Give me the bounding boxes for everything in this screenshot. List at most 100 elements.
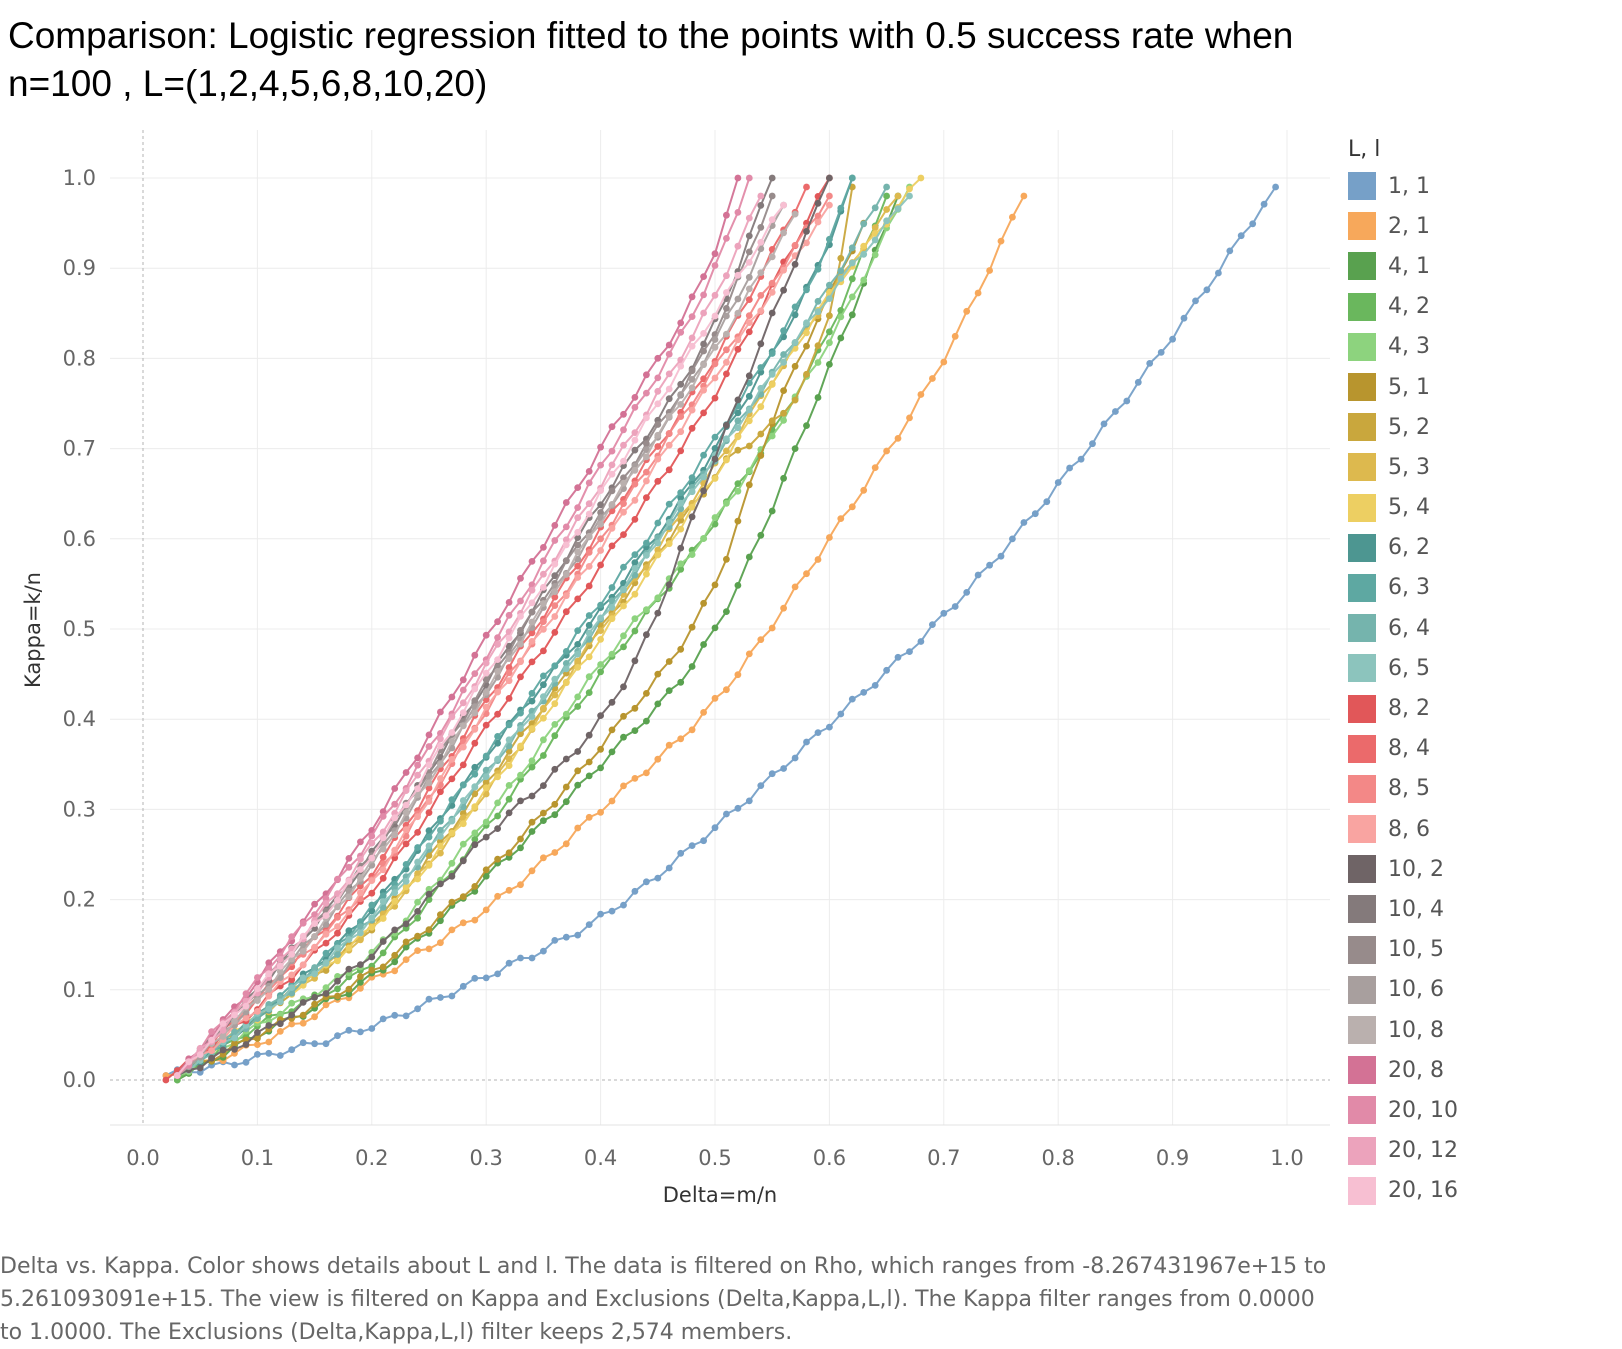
data-point bbox=[631, 559, 639, 566]
legend-item[interactable]: 2, 1 bbox=[1348, 206, 1618, 246]
data-point bbox=[574, 595, 582, 603]
data-point bbox=[677, 391, 685, 398]
legend-item[interactable]: 10, 5 bbox=[1348, 930, 1618, 970]
legend-item[interactable]: 8, 6 bbox=[1348, 809, 1618, 849]
data-point bbox=[734, 433, 742, 441]
data-point bbox=[265, 959, 273, 967]
data-point bbox=[494, 812, 501, 820]
data-point bbox=[494, 825, 501, 832]
data-point bbox=[768, 289, 776, 296]
data-point bbox=[505, 677, 513, 685]
data-point bbox=[334, 985, 341, 993]
data-point bbox=[631, 590, 639, 598]
legend-item[interactable]: 6, 5 bbox=[1348, 648, 1618, 688]
data-point bbox=[471, 841, 479, 849]
legend-item[interactable]: 5, 3 bbox=[1348, 447, 1618, 487]
data-point bbox=[459, 893, 467, 901]
data-point bbox=[814, 394, 822, 401]
data-point bbox=[665, 687, 673, 694]
data-point bbox=[780, 409, 787, 417]
data-point bbox=[414, 908, 421, 915]
data-point bbox=[402, 809, 410, 817]
data-point bbox=[608, 603, 616, 611]
data-point bbox=[585, 612, 593, 619]
data-point bbox=[780, 358, 787, 366]
legend-item[interactable]: 4, 2 bbox=[1348, 287, 1618, 327]
legend-item[interactable]: 10, 4 bbox=[1348, 889, 1618, 929]
legend-label: 6, 2 bbox=[1388, 535, 1430, 561]
data-point bbox=[608, 615, 616, 623]
data-point bbox=[665, 540, 673, 548]
legend-item[interactable]: 6, 4 bbox=[1348, 608, 1618, 648]
data-point bbox=[643, 717, 650, 725]
data-point bbox=[482, 779, 490, 786]
data-point bbox=[459, 820, 467, 828]
data-point bbox=[322, 912, 330, 919]
data-point bbox=[551, 572, 559, 580]
legend-item[interactable]: 6, 3 bbox=[1348, 568, 1618, 608]
data-point bbox=[654, 455, 662, 463]
data-point bbox=[391, 958, 399, 966]
legend-item[interactable]: 20, 8 bbox=[1348, 1050, 1618, 1090]
legend-item[interactable]: 10, 2 bbox=[1348, 849, 1618, 889]
legend-item[interactable]: 6, 2 bbox=[1348, 528, 1618, 568]
data-point bbox=[643, 494, 650, 501]
legend-item[interactable]: 8, 5 bbox=[1348, 769, 1618, 809]
data-point bbox=[471, 803, 479, 811]
data-point bbox=[1272, 183, 1279, 191]
legend-item[interactable]: 5, 2 bbox=[1348, 407, 1618, 447]
data-point bbox=[826, 361, 833, 368]
data-point bbox=[791, 445, 799, 452]
data-point bbox=[803, 183, 810, 191]
data-point bbox=[368, 839, 376, 847]
legend-item[interactable]: 10, 8 bbox=[1348, 1010, 1618, 1050]
data-point bbox=[654, 546, 662, 554]
data-point bbox=[368, 854, 376, 862]
data-point bbox=[654, 477, 662, 485]
data-point bbox=[620, 410, 627, 418]
data-point bbox=[711, 360, 719, 368]
data-point bbox=[871, 251, 879, 259]
legend-swatch bbox=[1348, 493, 1376, 522]
data-point bbox=[848, 174, 856, 182]
data-point bbox=[711, 336, 719, 343]
data-point bbox=[299, 961, 307, 969]
x-tick-label: 0.5 bbox=[698, 1146, 731, 1170]
data-point bbox=[574, 541, 582, 549]
data-point bbox=[414, 785, 421, 793]
data-point bbox=[437, 775, 444, 782]
legend-item[interactable]: 8, 4 bbox=[1348, 729, 1618, 769]
data-point bbox=[379, 949, 387, 957]
data-point bbox=[265, 1005, 273, 1013]
data-point bbox=[322, 1040, 330, 1048]
data-point bbox=[677, 849, 685, 857]
legend-item[interactable]: 20, 16 bbox=[1348, 1171, 1618, 1211]
data-point bbox=[963, 307, 971, 315]
legend-item[interactable]: 4, 1 bbox=[1348, 246, 1618, 286]
data-point bbox=[826, 534, 833, 541]
data-point bbox=[814, 729, 822, 736]
y-tick-label: 0.3 bbox=[63, 797, 96, 821]
y-tick-label: 0.1 bbox=[63, 978, 96, 1002]
data-point bbox=[803, 239, 810, 247]
legend-item[interactable]: 5, 4 bbox=[1348, 488, 1618, 528]
data-point bbox=[540, 681, 547, 689]
data-point bbox=[505, 809, 513, 817]
legend-item[interactable]: 8, 2 bbox=[1348, 688, 1618, 728]
data-point bbox=[631, 657, 639, 665]
legend-item[interactable]: 5, 1 bbox=[1348, 367, 1618, 407]
data-point bbox=[242, 1058, 250, 1066]
data-point bbox=[700, 309, 707, 317]
data-point bbox=[780, 351, 787, 358]
data-point bbox=[379, 853, 387, 861]
data-point bbox=[700, 837, 707, 845]
data-point bbox=[688, 313, 696, 320]
legend-item[interactable]: 10, 6 bbox=[1348, 970, 1618, 1010]
legend-item[interactable]: 20, 12 bbox=[1348, 1131, 1618, 1171]
data-point bbox=[448, 859, 456, 867]
legend-item[interactable]: 4, 3 bbox=[1348, 327, 1618, 367]
data-point bbox=[1020, 519, 1028, 526]
data-point bbox=[757, 202, 765, 209]
legend-item[interactable]: 20, 10 bbox=[1348, 1090, 1618, 1130]
legend-item[interactable]: 1, 1 bbox=[1348, 166, 1618, 206]
